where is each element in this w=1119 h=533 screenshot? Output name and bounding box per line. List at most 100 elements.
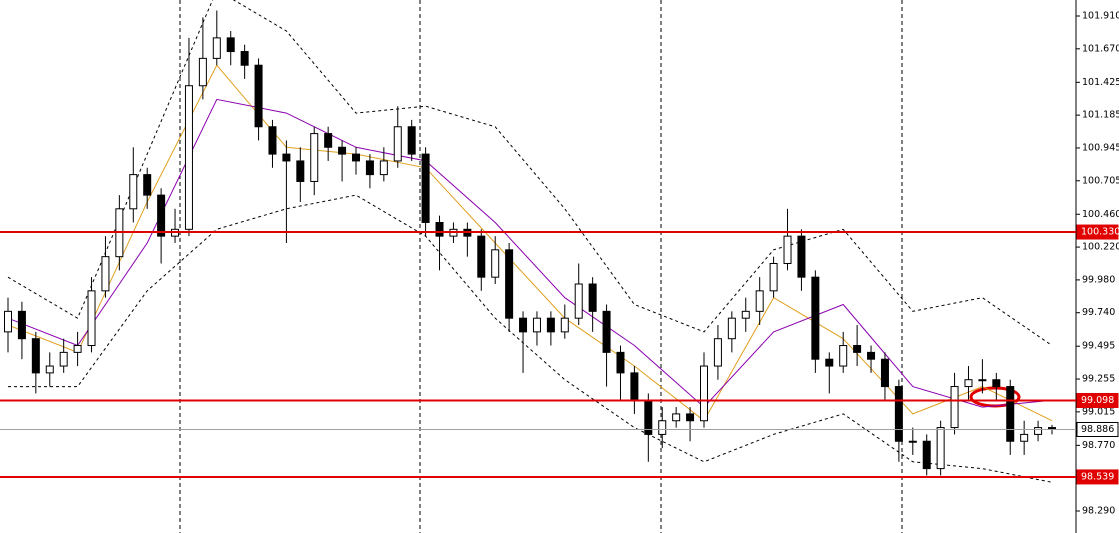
candle-body	[268, 126, 277, 155]
candle-body	[894, 386, 903, 442]
candle-body	[87, 290, 96, 347]
y-tick-label: 98.770	[1082, 440, 1115, 451]
candle-body	[616, 351, 625, 374]
candle-body	[129, 174, 138, 210]
candle-body	[184, 85, 193, 230]
candle-body	[435, 221, 444, 237]
candle-body	[560, 317, 569, 333]
candle-body	[727, 317, 736, 340]
candle-body	[365, 160, 374, 176]
y-tick-label: 98.290	[1082, 505, 1115, 516]
candle-body	[713, 338, 722, 367]
candle-body	[936, 427, 945, 470]
y-tick-label: 100.220	[1082, 242, 1119, 253]
y-tick-label: 99.015	[1082, 406, 1115, 417]
candle-body	[811, 276, 820, 360]
candle-body	[1020, 433, 1029, 442]
candle-body	[477, 235, 486, 278]
candle-body	[602, 310, 611, 353]
candle-body	[797, 235, 806, 278]
candle-body	[212, 37, 221, 59]
candle-body	[352, 153, 360, 162]
candle-body	[964, 379, 973, 388]
price-level-tag	[1076, 393, 1119, 409]
y-tick-label: 101.910	[1082, 10, 1119, 21]
y-tick-label: 101.185	[1082, 110, 1119, 121]
candle-body	[908, 440, 917, 443]
price-level-label: 98.539	[1081, 471, 1114, 482]
candle-body	[324, 133, 333, 148]
candle-body	[45, 365, 54, 374]
period-separators	[179, 0, 903, 533]
candle-body	[393, 126, 402, 162]
candle-body	[853, 345, 862, 353]
candle-body	[630, 372, 639, 401]
candle-body	[825, 358, 834, 367]
candle-body	[588, 283, 597, 312]
price-level-label: 98.886	[1081, 424, 1114, 435]
y-tick-label: 100.945	[1082, 142, 1119, 153]
moving-average	[7, 64, 1053, 422]
price-level-label: 100.330	[1081, 227, 1119, 238]
candle-body	[240, 51, 249, 66]
price-level-tag	[1076, 421, 1119, 437]
candle-body	[1034, 427, 1043, 435]
candle-body	[532, 317, 541, 333]
candle-body	[73, 345, 82, 353]
candle-body	[839, 345, 848, 367]
candle-body	[658, 420, 667, 435]
candle-body	[783, 235, 792, 264]
candle-body	[700, 365, 708, 422]
y-tick-label: 99.495	[1082, 341, 1115, 352]
price-level-label: 99.098	[1081, 395, 1114, 406]
candle-body	[157, 194, 166, 237]
candle-body	[310, 133, 319, 182]
price-level-tag	[1076, 224, 1119, 240]
candle-body	[4, 310, 12, 333]
candle-body	[31, 338, 40, 374]
candle-body	[143, 174, 152, 196]
y-tick-label: 100.705	[1082, 175, 1119, 186]
y-tick-label: 99.740	[1082, 307, 1115, 318]
candle-body	[546, 317, 555, 333]
candle-body	[198, 57, 207, 87]
candle-body	[379, 160, 388, 176]
candle-body	[491, 249, 500, 278]
candle-body	[17, 310, 26, 340]
candle-body	[254, 64, 263, 128]
candle-body	[992, 379, 1001, 388]
candle-body	[978, 379, 987, 382]
candle-body	[282, 153, 291, 162]
candle-body	[741, 310, 750, 319]
band-line	[8, 194, 1053, 483]
candle-body	[59, 351, 68, 367]
candle-body	[922, 440, 931, 470]
candle-body	[686, 413, 695, 422]
candle-body	[101, 256, 110, 292]
candle-body	[672, 413, 681, 422]
candle-body	[755, 290, 764, 312]
candle-body	[519, 317, 528, 333]
candle-body	[880, 358, 889, 388]
y-tick-label: 99.255	[1082, 374, 1115, 385]
moving-average	[7, 98, 1053, 408]
candle-body	[505, 249, 514, 319]
candle-body	[950, 386, 959, 429]
candle-body	[421, 153, 430, 223]
candle-body	[769, 262, 778, 292]
candle-body	[867, 351, 876, 360]
band-line	[7, 0, 1053, 346]
price-level-tag	[1076, 469, 1119, 485]
candle-body	[226, 37, 235, 53]
y-tick-label: 101.670	[1082, 43, 1119, 54]
candle-body	[338, 146, 347, 155]
candle-body	[574, 283, 583, 319]
y-tick-label: 101.425	[1082, 77, 1119, 88]
candle-body	[1006, 386, 1015, 442]
y-tick-label: 99.980	[1082, 274, 1115, 285]
candle-body	[296, 160, 305, 182]
candle-body	[407, 126, 416, 155]
y-tick-label: 100.460	[1082, 209, 1119, 220]
